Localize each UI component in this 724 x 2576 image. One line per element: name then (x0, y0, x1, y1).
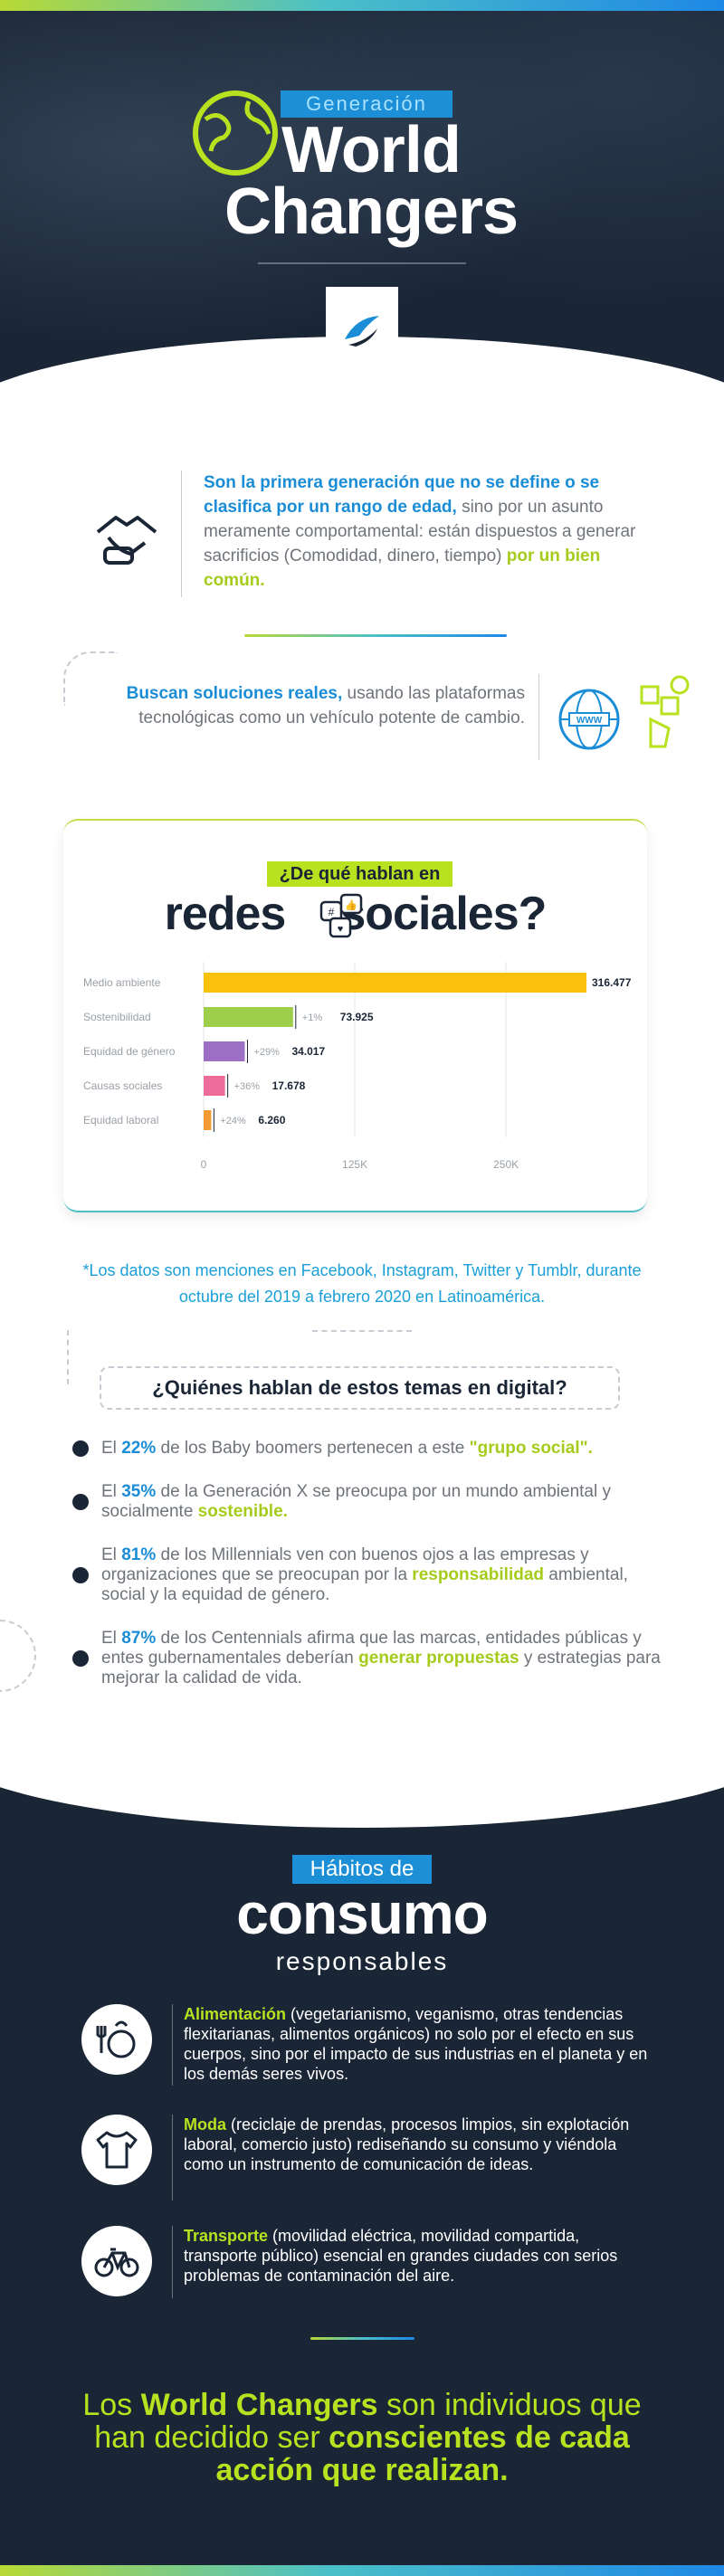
hero-title: World Changers (224, 114, 519, 248)
closing-statement: Los World Changers son individuos que ha… (82, 2388, 642, 2487)
habits-pill: Hábitos de (292, 1855, 432, 1884)
category-label: Causas sociales (83, 1079, 162, 1092)
solutions-text: Buscan soluciones reales, usando las pla… (126, 684, 525, 727)
habit-transport-text: Transporte (movilidad eléctrica, movilid… (184, 2227, 618, 2285)
bottom-gradient-bar (0, 2565, 724, 2576)
habit-fashion: Moda (reciclaje de prendas, procesos lim… (81, 2115, 661, 2201)
x-tick-label: 250K (493, 1158, 519, 1171)
stat-item: El 87% de los Centennials afirma que las… (72, 1629, 670, 1688)
social-chart-card: ¿De qué hablan en redes sociales? # 👍 ♥ M… (63, 819, 647, 1212)
data-bar (204, 1041, 245, 1061)
mentions-bar-chart: Medio ambiente 316.477 Sostenibilidad +1% 73… (83, 962, 632, 1171)
growth-label: +29% (253, 1047, 280, 1058)
category-label: Equidad de género (83, 1045, 176, 1058)
bullet-dot (72, 1440, 89, 1457)
hero-subtitle: Generación (281, 90, 452, 118)
svg-text:#: # (329, 906, 335, 918)
www-icon: WWW (558, 689, 620, 750)
habit-food-text: Alimentación (vegetarianismo, veganismo,… (184, 2005, 648, 2083)
value-label: 6.260 (258, 1114, 285, 1126)
food-icon (96, 2020, 136, 2058)
bullet-dot (72, 1494, 89, 1510)
gradient-divider (310, 2337, 414, 2340)
globe-icon (193, 90, 278, 176)
stat-item: El 35% de la Generación X se preocupa po… (72, 1482, 670, 1522)
data-bar (204, 1007, 293, 1027)
habit-food: Alimentación (vegetarianismo, veganismo,… (81, 2004, 661, 2090)
bullet-dot (72, 1650, 89, 1667)
apps-icon (640, 675, 690, 748)
habits-title: consumo (236, 1881, 488, 1946)
handshake-icon (96, 516, 157, 565)
habit-transport: Transporte (movilidad eléctrica, movilid… (81, 2226, 661, 2298)
value-label: 34.017 (291, 1045, 325, 1058)
category-label: Equidad laboral (83, 1114, 158, 1126)
category-label: Medio ambiente (83, 976, 161, 989)
bullet-dot (72, 1567, 89, 1583)
stat-item: El 81% de los Millennials ven con buenos… (72, 1545, 670, 1605)
growth-label: +1% (302, 1012, 323, 1023)
data-bar (204, 1110, 212, 1130)
intro-text: Son la primera generación que no se defi… (204, 473, 636, 590)
value-label: 73.925 (340, 1011, 374, 1023)
value-label: 316.477 (592, 976, 632, 989)
data-source-note: *Los datos son menciones en Facebook, In… (82, 1261, 642, 1306)
dashed-connector (0, 1620, 36, 1692)
top-gradient-bar (0, 0, 724, 11)
svg-text:WWW: WWW (576, 716, 603, 726)
stat-item: El 22% de los Baby boomers pertenecen a … (72, 1439, 670, 1459)
habits-section: Hábitos de consumo responsables Alimenta… (0, 1755, 724, 2565)
category-label: Sostenibilidad (83, 1011, 151, 1023)
chat-bubbles-icon: # 👍 ♥ (319, 893, 363, 938)
x-tick-label: 0 (201, 1158, 207, 1171)
generation-stats-list: El 22% de los Baby boomers pertenecen a … (72, 1439, 670, 1712)
dashed-connector (67, 1330, 69, 1384)
solutions-section: Buscan soluciones reales, usando las pla… (54, 674, 690, 760)
habits-subtitle: responsables (275, 1947, 449, 1975)
growth-label: +24% (220, 1116, 246, 1126)
bicycle-icon (94, 2248, 139, 2277)
svg-text:♥: ♥ (338, 924, 344, 935)
brand-swoosh-icon (345, 316, 379, 347)
habit-fashion-text: Moda (reciclaje de prendas, procesos lim… (184, 2115, 630, 2173)
growth-label: +36% (234, 1081, 261, 1092)
gradient-divider (244, 634, 507, 637)
dashed-connector (63, 651, 118, 706)
value-label: 17.678 (272, 1079, 306, 1092)
social-question-pill: ¿De qué hablan en (267, 861, 452, 887)
dashed-divider (312, 1330, 412, 1332)
who-title-box: ¿Quiénes hablan de estos temas en digita… (100, 1366, 620, 1410)
data-bar (204, 1076, 225, 1096)
brand-logo (326, 287, 398, 368)
social-title: redes sociales? (164, 888, 548, 940)
data-bar (204, 973, 586, 993)
svg-text:👍: 👍 (345, 899, 357, 911)
hero-banner: Generación World Changers (0, 11, 724, 400)
clothes-icon (96, 2131, 138, 2169)
hero-divider (258, 262, 466, 264)
x-tick-label: 125K (342, 1158, 367, 1171)
